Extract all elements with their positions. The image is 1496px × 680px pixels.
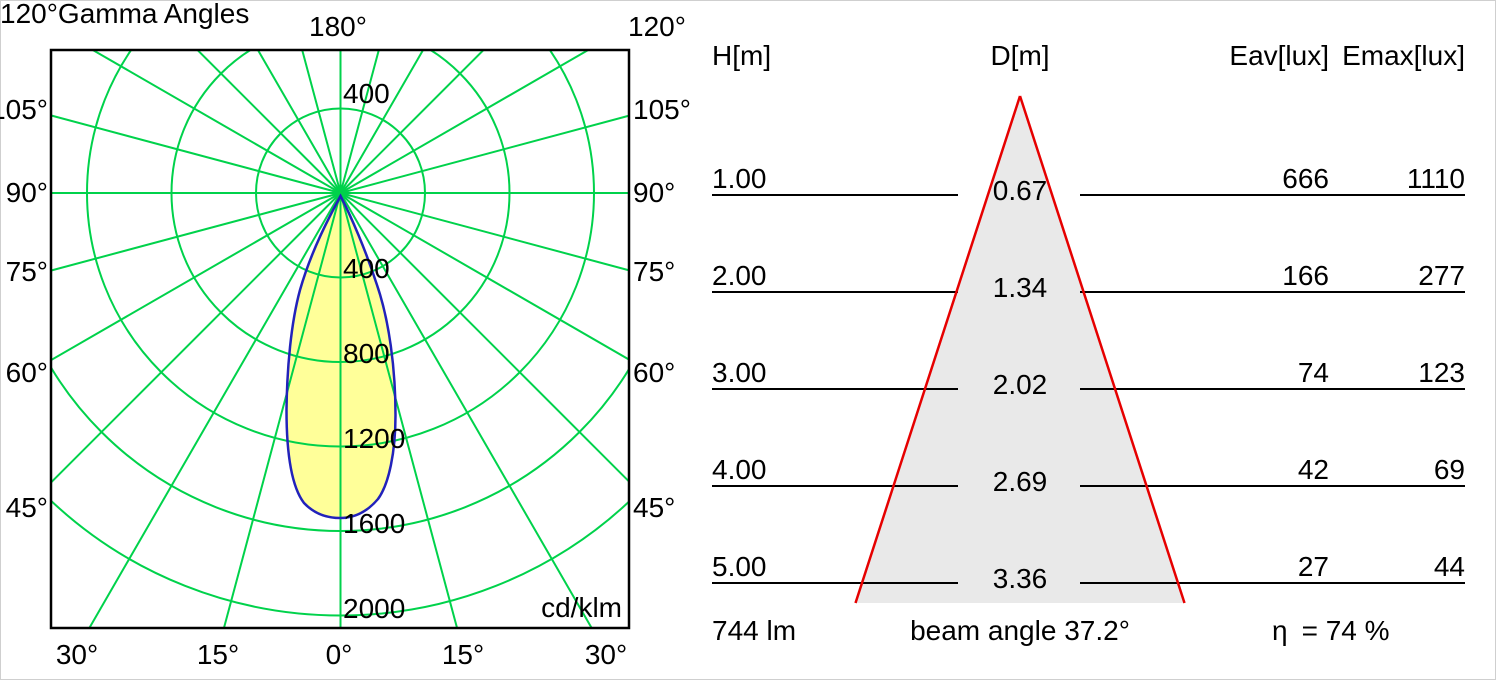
gamma-angle-label-left: 105° xyxy=(0,94,48,125)
cone-edge-right xyxy=(1018,95,1186,604)
polar-grid xyxy=(51,50,629,628)
polar-frame xyxy=(49,48,631,630)
luminous-flux-value: 744 lm xyxy=(712,615,797,646)
gamma-angle-label-right: 60° xyxy=(633,357,676,388)
row-emax-value: 1110 xyxy=(1406,163,1465,194)
ring-value-label: 2000 xyxy=(343,593,406,624)
col-header-emax: Emax[lux] xyxy=(1342,40,1465,71)
row-height-value: 5.00 xyxy=(712,551,767,582)
gamma-angle-label-bottom: 0° xyxy=(325,639,353,670)
row-emax-value: 123 xyxy=(1418,357,1465,388)
gamma-angle-label-left: 90° xyxy=(5,177,48,208)
row-diameter-value: 1.34 xyxy=(992,272,1048,303)
gamma-angle-label-right: 45° xyxy=(633,492,676,523)
row-eav-value: 666 xyxy=(1282,163,1329,194)
light-cone-fill xyxy=(855,96,1185,603)
gamma-angle-label-bottom: 30° xyxy=(55,639,99,670)
row-eav-value: 42 xyxy=(1297,454,1329,485)
row-height-value: 2.00 xyxy=(712,260,767,291)
row-height-value: 1.00 xyxy=(712,163,767,194)
gamma-angle-label-right: 105° xyxy=(633,94,691,125)
gamma-angle-label-left: 45° xyxy=(5,492,48,523)
gamma-angle-label-left: 75° xyxy=(5,256,48,287)
row-emax-value: 277 xyxy=(1418,260,1465,291)
row-height-value: 4.00 xyxy=(712,454,767,485)
gamma-120-top-right-label: 120° xyxy=(628,11,686,42)
row-diameter-value: 2.02 xyxy=(992,369,1048,400)
row-diameter-value: 2.69 xyxy=(992,466,1048,497)
beam-angle-value: beam angle 37.2° xyxy=(910,615,1130,646)
cone-edge-left xyxy=(854,95,1022,604)
ring-value-label: 400 xyxy=(343,253,390,284)
polar-unit-label: cd/klm xyxy=(541,592,622,623)
gamma-grid-lines xyxy=(51,50,629,628)
row-eav-value: 166 xyxy=(1282,260,1329,291)
polar-top-left-group: 120°Gamma Angles xyxy=(0,0,249,28)
gamma-angle-label-bottom: 15° xyxy=(196,639,240,670)
row-emax-value: 69 xyxy=(1433,454,1465,485)
cone-diagram xyxy=(712,95,1465,604)
gamma-180-label: 180° xyxy=(309,11,367,42)
eta-symbol: η xyxy=(1272,615,1288,646)
gamma-angle-label-left: 60° xyxy=(5,357,48,388)
col-header-eav: Eav[lux] xyxy=(1229,40,1329,71)
ring-value-label: 1200 xyxy=(343,423,406,454)
beam-distribution-outline xyxy=(285,193,397,520)
ring-value-label: 400 xyxy=(343,78,390,109)
gamma-angle-label-right: 75° xyxy=(633,256,676,287)
gamma-angle-label-bottom: 15° xyxy=(441,639,485,670)
polar-title: Gamma Angles xyxy=(57,0,250,29)
row-eav-value: 27 xyxy=(1297,551,1329,582)
col-header-height: H[m] xyxy=(712,40,772,71)
gamma-angle-label-right: 90° xyxy=(633,177,676,208)
row-diameter-value: 3.36 xyxy=(992,563,1048,594)
col-header-diameter: D[m] xyxy=(990,40,1050,71)
eta-value: = 74 % xyxy=(1301,615,1390,646)
row-emax-value: 44 xyxy=(1433,551,1465,582)
gamma-120-top-left-label: 120° xyxy=(0,0,58,29)
gamma-angle-label-bottom: 30° xyxy=(584,639,628,670)
row-diameter-value: 0.67 xyxy=(992,175,1048,206)
ring-value-label: 800 xyxy=(343,338,390,369)
row-height-value: 3.00 xyxy=(712,357,767,388)
efficiency-group: η = 74 % xyxy=(1272,617,1390,645)
row-eav-value: 74 xyxy=(1297,357,1329,388)
ring-value-label: 1600 xyxy=(343,508,406,539)
